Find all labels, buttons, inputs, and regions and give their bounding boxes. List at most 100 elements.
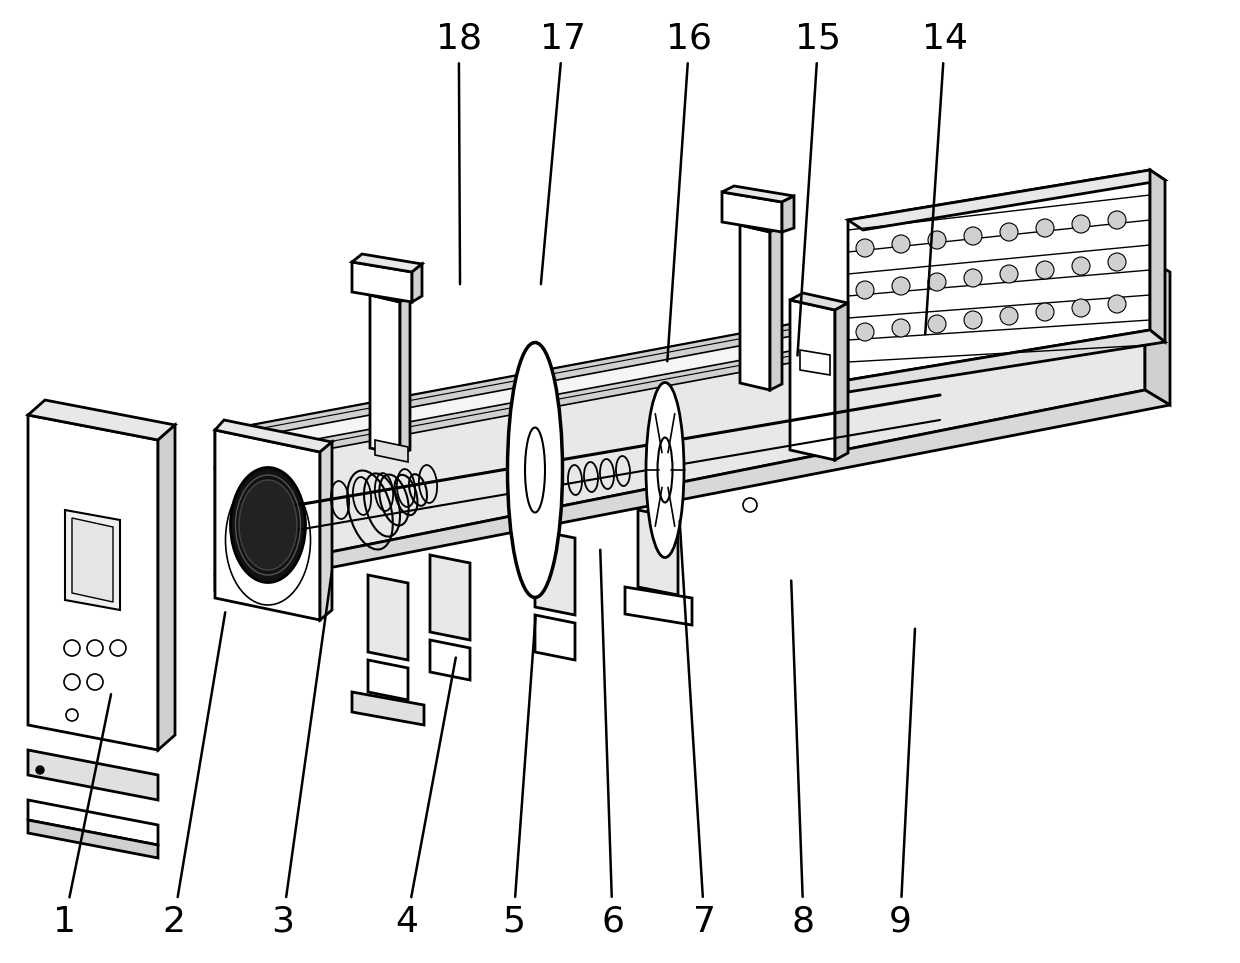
Polygon shape bbox=[639, 510, 678, 595]
Circle shape bbox=[110, 640, 126, 656]
Ellipse shape bbox=[657, 437, 672, 503]
Circle shape bbox=[1109, 295, 1126, 313]
Polygon shape bbox=[215, 295, 1145, 575]
Circle shape bbox=[999, 307, 1018, 325]
Polygon shape bbox=[374, 440, 408, 462]
Text: 1: 1 bbox=[53, 904, 76, 939]
Polygon shape bbox=[215, 390, 1171, 590]
Circle shape bbox=[1035, 303, 1054, 321]
Text: 7: 7 bbox=[693, 904, 715, 939]
Circle shape bbox=[36, 766, 43, 774]
Text: 6: 6 bbox=[601, 904, 624, 939]
Circle shape bbox=[856, 281, 874, 299]
Text: 3: 3 bbox=[272, 904, 294, 939]
Polygon shape bbox=[782, 196, 794, 232]
Circle shape bbox=[1035, 261, 1054, 279]
Circle shape bbox=[963, 269, 982, 287]
Circle shape bbox=[64, 674, 81, 690]
Circle shape bbox=[533, 533, 547, 547]
Polygon shape bbox=[430, 555, 470, 640]
Polygon shape bbox=[790, 300, 835, 460]
Polygon shape bbox=[722, 192, 782, 232]
Circle shape bbox=[856, 323, 874, 341]
Circle shape bbox=[1073, 215, 1090, 233]
Text: 5: 5 bbox=[502, 904, 525, 939]
Polygon shape bbox=[370, 295, 401, 455]
Polygon shape bbox=[625, 587, 692, 625]
Polygon shape bbox=[29, 820, 157, 858]
Polygon shape bbox=[72, 518, 113, 602]
Polygon shape bbox=[64, 510, 120, 610]
Polygon shape bbox=[1145, 258, 1171, 405]
Polygon shape bbox=[215, 430, 320, 620]
Circle shape bbox=[64, 640, 81, 656]
Polygon shape bbox=[215, 258, 1145, 468]
Polygon shape bbox=[320, 442, 332, 620]
Polygon shape bbox=[740, 225, 770, 390]
Polygon shape bbox=[1149, 170, 1166, 342]
Ellipse shape bbox=[239, 480, 298, 570]
Text: 9: 9 bbox=[889, 904, 911, 939]
Circle shape bbox=[928, 273, 946, 291]
Circle shape bbox=[999, 265, 1018, 283]
Polygon shape bbox=[352, 692, 424, 725]
Circle shape bbox=[963, 311, 982, 329]
Circle shape bbox=[1073, 299, 1090, 317]
Text: 16: 16 bbox=[666, 21, 713, 56]
Circle shape bbox=[928, 231, 946, 249]
Text: 4: 4 bbox=[396, 904, 418, 939]
Circle shape bbox=[892, 277, 910, 295]
Polygon shape bbox=[215, 258, 1145, 444]
Polygon shape bbox=[368, 575, 408, 660]
Polygon shape bbox=[800, 350, 830, 375]
Circle shape bbox=[1035, 219, 1054, 237]
Polygon shape bbox=[29, 400, 175, 440]
Circle shape bbox=[1109, 211, 1126, 229]
Polygon shape bbox=[352, 254, 422, 272]
Text: 17: 17 bbox=[539, 21, 587, 56]
Ellipse shape bbox=[507, 343, 563, 597]
Circle shape bbox=[892, 235, 910, 253]
Polygon shape bbox=[722, 186, 794, 202]
Polygon shape bbox=[740, 219, 782, 232]
Text: 2: 2 bbox=[162, 904, 185, 939]
Polygon shape bbox=[401, 296, 410, 455]
Polygon shape bbox=[215, 285, 1145, 470]
Polygon shape bbox=[848, 170, 1166, 230]
Polygon shape bbox=[29, 800, 157, 845]
Polygon shape bbox=[370, 289, 410, 302]
Polygon shape bbox=[534, 615, 575, 660]
Polygon shape bbox=[534, 530, 575, 615]
Circle shape bbox=[743, 498, 756, 512]
Circle shape bbox=[892, 319, 910, 337]
Polygon shape bbox=[770, 226, 782, 390]
Ellipse shape bbox=[646, 382, 684, 558]
Text: 8: 8 bbox=[792, 904, 815, 939]
Ellipse shape bbox=[231, 467, 305, 583]
Circle shape bbox=[963, 227, 982, 245]
Text: 18: 18 bbox=[435, 21, 482, 56]
Polygon shape bbox=[412, 264, 422, 302]
Circle shape bbox=[856, 239, 874, 257]
Circle shape bbox=[1073, 257, 1090, 275]
Polygon shape bbox=[215, 420, 332, 452]
Ellipse shape bbox=[525, 428, 546, 512]
Circle shape bbox=[66, 709, 78, 721]
Polygon shape bbox=[368, 660, 408, 700]
Circle shape bbox=[999, 223, 1018, 241]
Text: 14: 14 bbox=[921, 21, 968, 56]
Polygon shape bbox=[430, 640, 470, 680]
Polygon shape bbox=[29, 750, 157, 800]
Polygon shape bbox=[835, 303, 848, 460]
Circle shape bbox=[928, 315, 946, 333]
Text: 15: 15 bbox=[795, 21, 842, 56]
Polygon shape bbox=[790, 293, 848, 310]
Polygon shape bbox=[157, 425, 175, 750]
Polygon shape bbox=[29, 415, 157, 750]
Circle shape bbox=[1109, 253, 1126, 271]
Polygon shape bbox=[848, 330, 1166, 392]
Circle shape bbox=[87, 640, 103, 656]
Polygon shape bbox=[352, 262, 412, 302]
Polygon shape bbox=[848, 170, 1149, 380]
Circle shape bbox=[87, 674, 103, 690]
